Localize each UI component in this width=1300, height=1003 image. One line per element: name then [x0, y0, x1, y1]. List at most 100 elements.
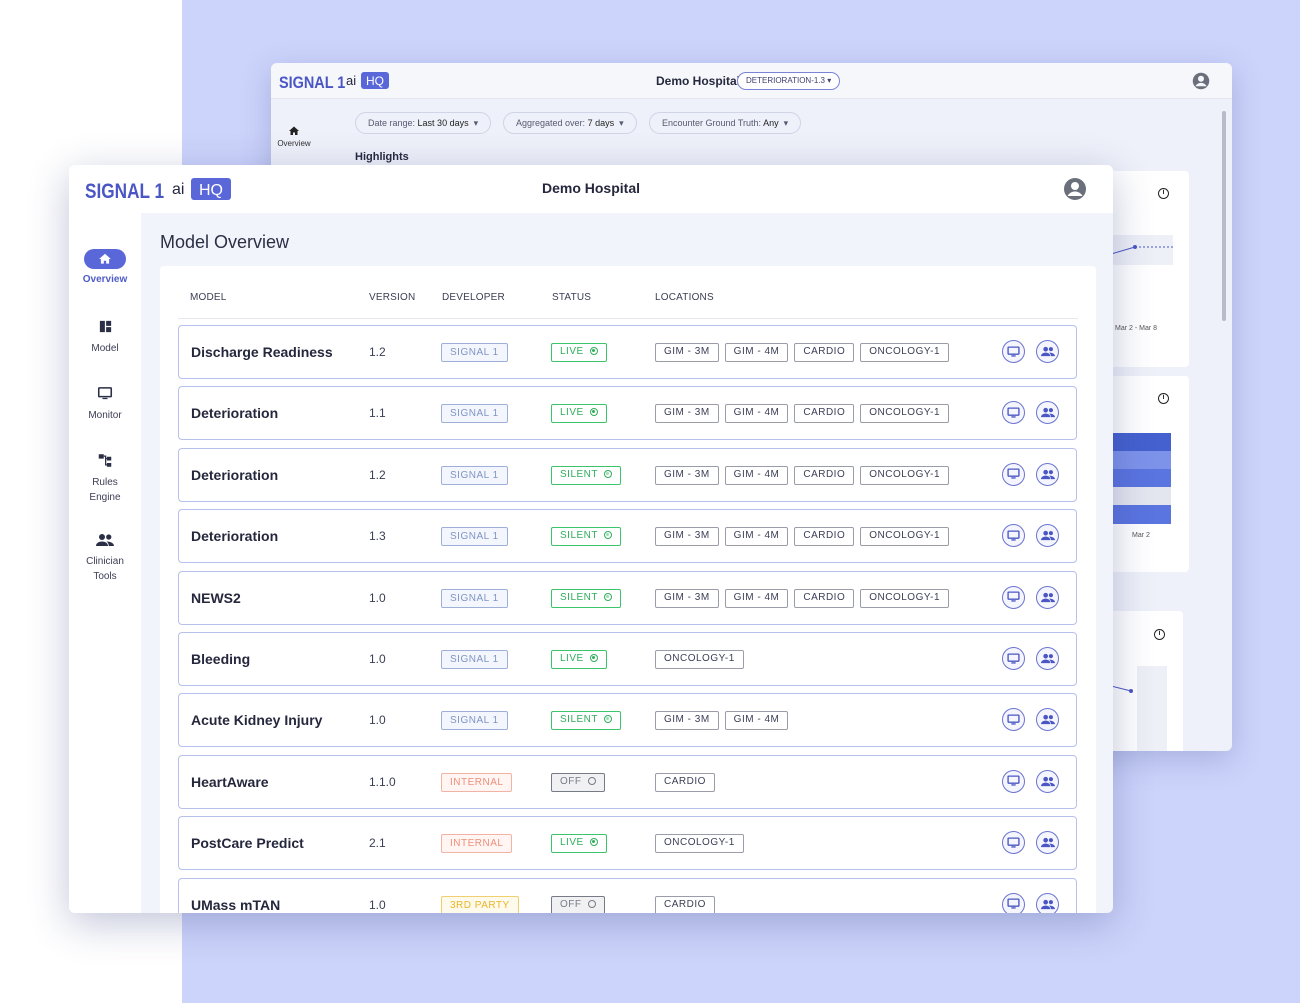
- developer-badge: SIGNAL 1: [441, 650, 508, 669]
- location-badge: GIM - 4M: [724, 527, 789, 547]
- location-badge: CARDIO: [655, 772, 715, 792]
- table-row[interactable]: Deterioration 1.1 SIGNAL 1 LIVE GIM - 3M GIM …: [178, 386, 1077, 441]
- status-dot-icon: [604, 531, 613, 540]
- info-icon[interactable]: i: [1158, 188, 1169, 199]
- clinician-tools-icon[interactable]: [1036, 831, 1059, 855]
- sidebar-item-overview[interactable]: Overview: [69, 249, 141, 287]
- status-badge: OFF: [551, 772, 605, 792]
- table-row[interactable]: Bleeding 1.0 SIGNAL 1 LIVE ONCOLOGY-1: [178, 632, 1077, 686]
- filter-value: Any: [763, 118, 779, 128]
- model-name[interactable]: Discharge Readiness: [191, 344, 333, 360]
- table-row[interactable]: HeartAware 1.1.0 INTERNAL OFF CARDIO: [178, 754, 1077, 809]
- sidebar-item-rules-engine[interactable]: Rules Engine: [69, 453, 141, 505]
- clinician-tools-icon[interactable]: [1036, 585, 1059, 609]
- sidebar-item-model[interactable]: Model: [69, 319, 141, 356]
- filter-value: 7 days: [587, 118, 615, 128]
- info-icon[interactable]: i: [1154, 629, 1165, 640]
- table-row[interactable]: Deterioration 1.2 SIGNAL 1 SILENT GIM - 3M GI…: [178, 447, 1077, 502]
- filter-label: Encounter Ground Truth:: [662, 118, 762, 128]
- clinician-tools-icon[interactable]: [1036, 708, 1059, 732]
- monitor-icon[interactable]: [1002, 401, 1025, 425]
- row-actions: [1002, 769, 1059, 793]
- monitor-icon[interactable]: [1002, 647, 1025, 670]
- location-badge: CARDIO: [794, 465, 855, 485]
- model-name[interactable]: NEWS2: [191, 589, 241, 606]
- location-badge: GIM - 3M: [655, 588, 719, 608]
- svg-text:SIGNAL 1: SIGNAL 1: [279, 74, 346, 92]
- model-version: 1.0: [369, 652, 386, 666]
- model-version: 1.2: [369, 467, 386, 482]
- column-header-status[interactable]: STATUS: [552, 292, 592, 303]
- clinician-tools-icon[interactable]: [1036, 401, 1059, 425]
- info-icon[interactable]: i: [1158, 393, 1169, 404]
- location-badge: GIM - 3M: [655, 343, 719, 362]
- monitor-icon[interactable]: [1002, 831, 1025, 855]
- monitor-icon[interactable]: [1002, 340, 1025, 363]
- model-name[interactable]: Bleeding: [191, 651, 251, 667]
- table-row[interactable]: Deterioration 1.3 SIGNAL 1 SILENT GIM - 3M GI…: [178, 509, 1077, 564]
- back-sidebar-item-overview[interactable]: Overview: [271, 125, 317, 148]
- sidebar-label: Overview: [82, 274, 128, 285]
- monitor-icon[interactable]: [1002, 769, 1025, 793]
- account-icon[interactable]: [1063, 177, 1087, 206]
- signal1-logo[interactable]: SIGNAL 1 ai HQ: [85, 177, 235, 208]
- table-row[interactable]: Discharge Readiness 1.2 SIGNAL 1 LIVE GIM - …: [178, 325, 1077, 379]
- location-badge: GIM - 4M: [724, 343, 789, 362]
- model-name[interactable]: Deterioration: [191, 405, 279, 422]
- aggregated-filter[interactable]: Aggregated over: 7 days ▾: [503, 112, 637, 134]
- monitor-icon[interactable]: [1002, 892, 1025, 913]
- clinician-tools-icon[interactable]: [1036, 524, 1059, 548]
- model-name[interactable]: Acute Kidney Injury: [191, 712, 323, 729]
- status-dot-icon: [589, 347, 598, 355]
- monitor-icon[interactable]: [1002, 524, 1025, 548]
- ground-truth-filter[interactable]: Encounter Ground Truth: Any ▾: [649, 112, 802, 134]
- axis-label: Mar 2 - Mar 8: [1115, 325, 1158, 332]
- clinician-tools-icon[interactable]: [1036, 340, 1059, 363]
- table-row[interactable]: Acute Kidney Injury 1.0 SIGNAL 1 SILENT GIM …: [178, 693, 1077, 748]
- column-header-locations[interactable]: LOCATIONS: [655, 292, 714, 303]
- clinician-tools-icon[interactable]: [1036, 892, 1059, 913]
- status-badge: LIVE: [551, 343, 607, 362]
- model-name[interactable]: PostCare Predict: [191, 835, 304, 852]
- location-badge: ONCOLOGY-1: [860, 404, 950, 424]
- scrollbar[interactable]: [1222, 111, 1226, 321]
- column-header-version[interactable]: VERSION: [369, 292, 416, 303]
- back-hospital-name: Demo Hospital: [656, 74, 741, 88]
- status-label: LIVE: [560, 346, 584, 357]
- status-label: OFF: [560, 775, 582, 787]
- sidebar-item-clinician-tools[interactable]: Clinician Tools: [69, 533, 141, 584]
- model-name[interactable]: HeartAware: [191, 773, 269, 790]
- developer-badge: SIGNAL 1: [441, 711, 508, 731]
- date-range-filter[interactable]: Date range: Last 30 days ▾: [355, 112, 492, 134]
- model-name[interactable]: Deterioration: [191, 466, 279, 483]
- monitor-icon[interactable]: [1002, 585, 1025, 609]
- monitor-icon[interactable]: [1002, 462, 1025, 486]
- status-dot-icon: [589, 838, 598, 847]
- model-name[interactable]: UMass mTAN: [191, 896, 281, 913]
- status-label: SILENT: [560, 530, 599, 542]
- clinician-tools-icon[interactable]: [1036, 462, 1059, 486]
- row-actions: [1002, 524, 1059, 548]
- sidebar-item-monitor[interactable]: Monitor: [69, 386, 141, 423]
- sidebar: Overview Model Monitor Rules Engine Clin…: [69, 213, 141, 913]
- row-actions: [1002, 462, 1059, 486]
- account-icon[interactable]: [1192, 72, 1210, 95]
- location-badge: GIM - 4M: [724, 404, 789, 424]
- model-name[interactable]: Deterioration: [191, 528, 279, 545]
- status-badge: SILENT: [551, 527, 622, 547]
- clinician-tools-icon[interactable]: [1036, 769, 1059, 793]
- table-row[interactable]: NEWS2 1.0 SIGNAL 1 SILENT GIM - 3M GIM - 4M CA…: [178, 570, 1077, 625]
- sidebar-label: Model: [91, 343, 119, 354]
- location-badge: CARDIO: [655, 895, 715, 913]
- model-version: 1.0: [369, 897, 386, 912]
- app-header: SIGNAL 1 ai HQ Demo Hospital: [69, 165, 1113, 213]
- location-badge: ONCOLOGY-1: [655, 834, 744, 854]
- table-row[interactable]: PostCare Predict 2.1 INTERNAL LIVE ONCOLOGY-…: [178, 816, 1077, 871]
- column-header-model[interactable]: MODEL: [190, 292, 227, 303]
- clinician-tools-icon[interactable]: [1036, 647, 1059, 670]
- model-select-chip[interactable]: DETERIORATION-1.3 ▾: [737, 72, 841, 90]
- monitor-icon[interactable]: [1002, 708, 1025, 732]
- table-row[interactable]: UMass mTAN 1.0 3RD PARTY OFF CARDIO: [178, 877, 1077, 913]
- row-actions: [1002, 401, 1059, 425]
- column-header-developer[interactable]: DEVELOPER: [442, 292, 505, 303]
